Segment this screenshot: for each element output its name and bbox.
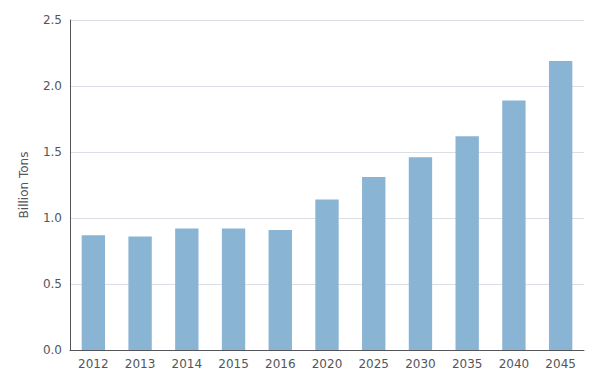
svg-text:1.0: 1.0: [43, 211, 62, 225]
svg-text:2030: 2030: [405, 357, 436, 371]
svg-text:1.5: 1.5: [43, 145, 62, 159]
svg-text:2014: 2014: [172, 357, 203, 371]
svg-text:2035: 2035: [452, 357, 483, 371]
svg-text:2015: 2015: [218, 357, 249, 371]
svg-text:2012: 2012: [78, 357, 109, 371]
svg-text:2016: 2016: [265, 357, 296, 371]
svg-text:2.0: 2.0: [43, 79, 62, 93]
svg-text:2020: 2020: [312, 357, 343, 371]
svg-text:2025: 2025: [358, 357, 389, 371]
svg-text:0.0: 0.0: [43, 343, 62, 357]
svg-text:0.5: 0.5: [43, 277, 62, 291]
svg-text:2045: 2045: [545, 357, 576, 371]
svg-text:Billion Tons: Billion Tons: [17, 152, 31, 219]
svg-text:2040: 2040: [499, 357, 530, 371]
svg-text:2013: 2013: [125, 357, 156, 371]
svg-text:2.5: 2.5: [43, 13, 62, 27]
